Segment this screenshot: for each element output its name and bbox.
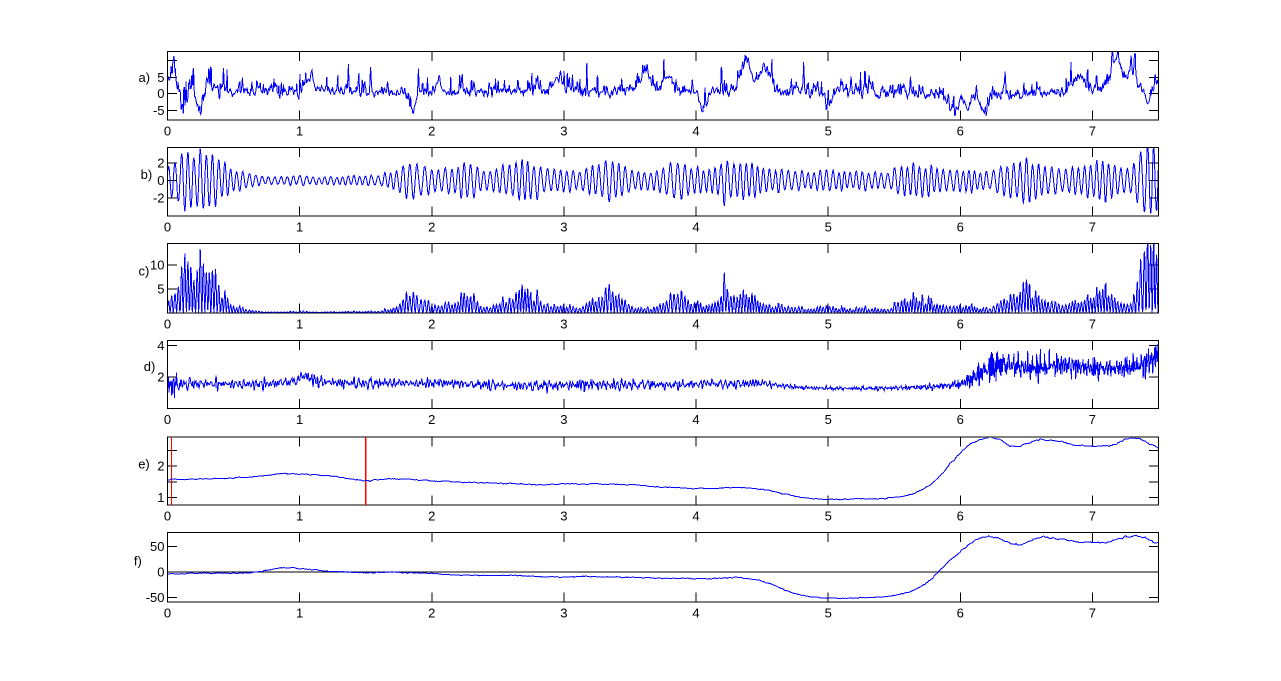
svg-text:0: 0 bbox=[157, 86, 164, 101]
svg-text:7: 7 bbox=[1089, 606, 1096, 621]
svg-text:-50: -50 bbox=[146, 590, 165, 605]
svg-text:5: 5 bbox=[825, 509, 832, 524]
svg-text:0: 0 bbox=[164, 317, 171, 332]
svg-text:2: 2 bbox=[428, 220, 435, 235]
svg-text:50: 50 bbox=[150, 539, 164, 554]
svg-text:6: 6 bbox=[957, 412, 964, 427]
svg-text:10: 10 bbox=[150, 258, 164, 273]
svg-text:0: 0 bbox=[164, 606, 171, 621]
svg-text:5: 5 bbox=[157, 281, 164, 296]
svg-text:1: 1 bbox=[296, 606, 303, 621]
svg-text:5: 5 bbox=[825, 317, 832, 332]
svg-text:6: 6 bbox=[957, 124, 964, 139]
svg-text:4: 4 bbox=[692, 220, 699, 235]
svg-text:d): d) bbox=[144, 359, 156, 374]
svg-text:1: 1 bbox=[296, 412, 303, 427]
svg-text:5: 5 bbox=[825, 220, 832, 235]
svg-text:0: 0 bbox=[164, 220, 171, 235]
svg-text:2: 2 bbox=[428, 124, 435, 139]
svg-text:2: 2 bbox=[428, 606, 435, 621]
svg-text:4: 4 bbox=[692, 509, 699, 524]
svg-text:0: 0 bbox=[164, 509, 171, 524]
svg-text:1: 1 bbox=[296, 509, 303, 524]
svg-text:1: 1 bbox=[296, 124, 303, 139]
svg-text:2: 2 bbox=[428, 317, 435, 332]
svg-text:6: 6 bbox=[957, 220, 964, 235]
svg-text:1: 1 bbox=[296, 220, 303, 235]
svg-text:6: 6 bbox=[957, 509, 964, 524]
svg-text:4: 4 bbox=[157, 338, 164, 353]
svg-text:2: 2 bbox=[428, 509, 435, 524]
svg-text:c): c) bbox=[139, 264, 150, 279]
svg-text:1: 1 bbox=[296, 317, 303, 332]
svg-text:6: 6 bbox=[957, 317, 964, 332]
svg-text:3: 3 bbox=[560, 606, 567, 621]
svg-text:5: 5 bbox=[157, 70, 164, 85]
svg-text:3: 3 bbox=[560, 412, 567, 427]
svg-text:7: 7 bbox=[1089, 412, 1096, 427]
svg-text:-5: -5 bbox=[153, 103, 165, 118]
svg-text:2: 2 bbox=[157, 459, 164, 474]
svg-text:-2: -2 bbox=[153, 191, 165, 206]
svg-text:6: 6 bbox=[957, 606, 964, 621]
svg-text:4: 4 bbox=[692, 412, 699, 427]
svg-text:5: 5 bbox=[825, 124, 832, 139]
svg-text:1: 1 bbox=[157, 490, 164, 505]
svg-text:5: 5 bbox=[825, 412, 832, 427]
svg-text:5: 5 bbox=[825, 606, 832, 621]
svg-text:a): a) bbox=[139, 70, 151, 85]
svg-text:0: 0 bbox=[164, 124, 171, 139]
svg-text:3: 3 bbox=[560, 509, 567, 524]
svg-text:3: 3 bbox=[560, 317, 567, 332]
svg-text:4: 4 bbox=[692, 606, 699, 621]
svg-text:2: 2 bbox=[157, 370, 164, 385]
svg-text:e): e) bbox=[138, 457, 150, 472]
svg-text:7: 7 bbox=[1089, 124, 1096, 139]
svg-text:b): b) bbox=[141, 167, 153, 182]
svg-text:0: 0 bbox=[157, 173, 164, 188]
svg-text:3: 3 bbox=[560, 220, 567, 235]
svg-text:7: 7 bbox=[1089, 317, 1096, 332]
svg-text:f): f) bbox=[134, 554, 142, 569]
svg-text:4: 4 bbox=[692, 124, 699, 139]
svg-text:3: 3 bbox=[560, 124, 567, 139]
svg-text:7: 7 bbox=[1089, 509, 1096, 524]
svg-text:4: 4 bbox=[692, 317, 699, 332]
svg-text:2: 2 bbox=[428, 412, 435, 427]
svg-text:2: 2 bbox=[157, 156, 164, 171]
svg-text:0: 0 bbox=[157, 565, 164, 580]
svg-text:0: 0 bbox=[164, 412, 171, 427]
svg-text:7: 7 bbox=[1089, 220, 1096, 235]
